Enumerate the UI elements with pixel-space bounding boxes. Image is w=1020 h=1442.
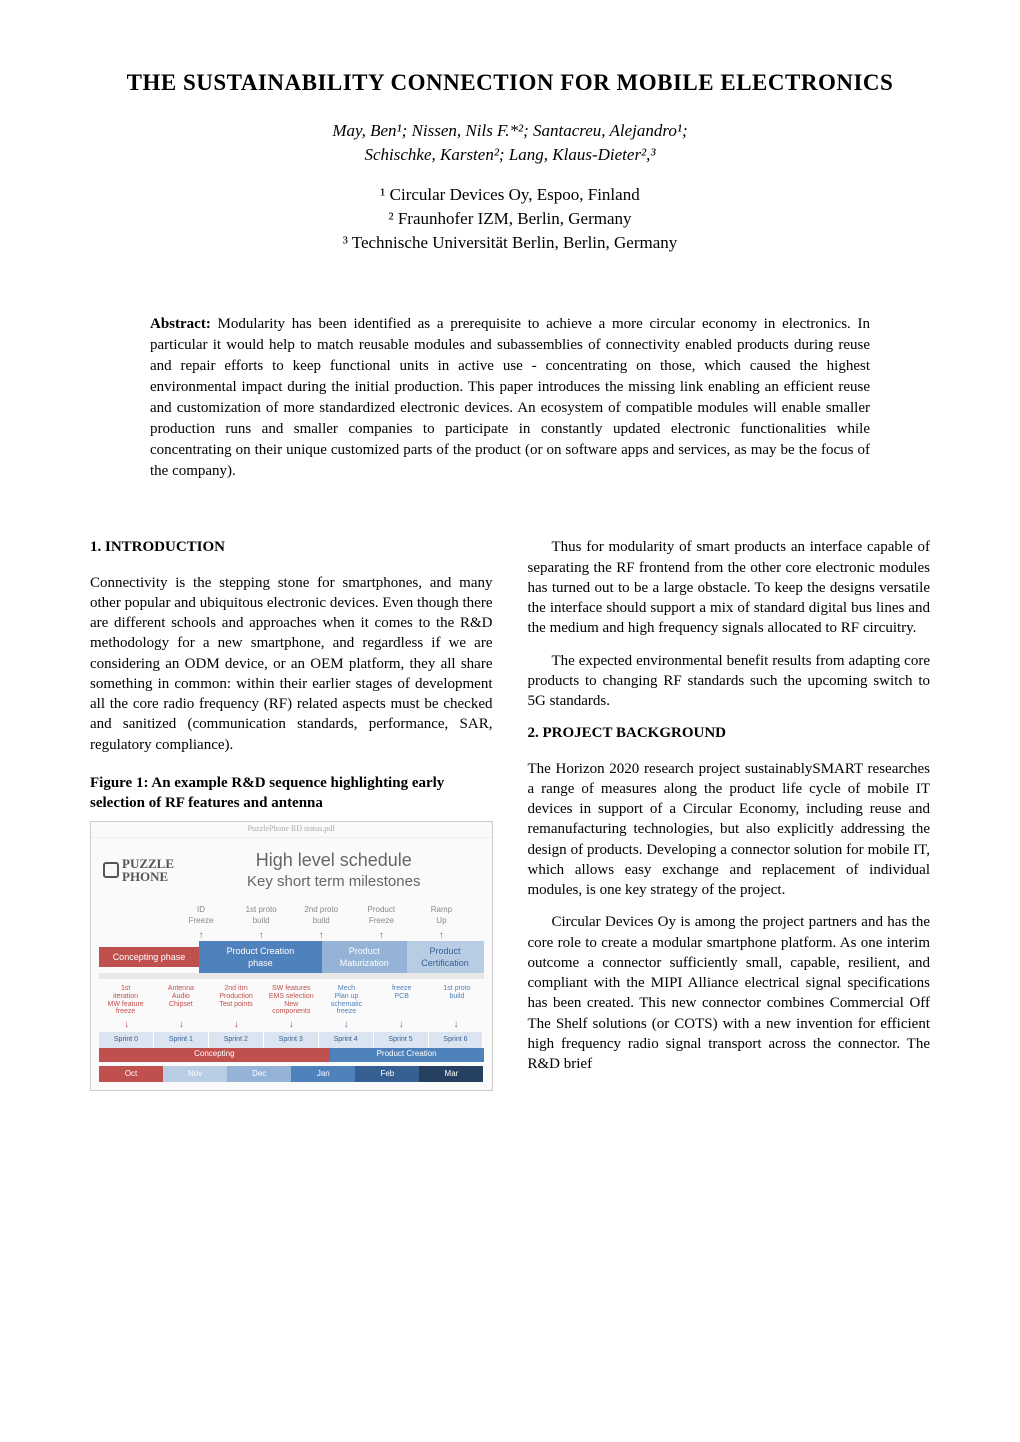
affiliation-1: ¹ Circular Devices Oy, Espoo, Finland [90, 183, 930, 207]
month: Jan [291, 1066, 355, 1083]
figure-title: High level schedule [188, 848, 479, 872]
arrow-icon: ↓ [154, 1018, 209, 1030]
arrow-icon: ↓ [99, 1018, 154, 1030]
figure-subtitle: Key short term milestones [188, 872, 479, 892]
two-column-body: 1. INTRODUCTION Connectivity is the step… [90, 537, 930, 1091]
detail-item: 2nd itrnProductionTest points [209, 985, 262, 1016]
figure-header: PUZZLE PHONE High level schedule Key sho… [91, 838, 492, 897]
arrow-icon: ↓ [209, 1018, 264, 1030]
abstract-text: Modularity has been identified as a prer… [150, 316, 870, 479]
month: Oct [99, 1066, 163, 1083]
arrow-icon: ↑ [411, 929, 471, 941]
sprint: Sprint 5 [374, 1032, 429, 1047]
milestone-arrows: ↑ ↑ ↑ ↑ ↑ [91, 929, 492, 941]
affiliation-3: ³ Technische Universität Berlin, Berlin,… [90, 231, 930, 255]
month: Mar [419, 1066, 483, 1083]
arrow-icon: ↓ [374, 1018, 429, 1030]
phase-bar: Concepting phase Product Creationphase P… [99, 943, 484, 971]
arrow-icon: ↑ [351, 929, 411, 941]
detail-labels: 1stiterationMW featurefreeze AntennaAudi… [91, 979, 492, 1018]
affiliations: ¹ Circular Devices Oy, Espoo, Finland ² … [90, 183, 930, 254]
section-1-heading: 1. INTRODUCTION [90, 537, 493, 557]
sprint-row: Sprint 0 Sprint 1 Sprint 2 Sprint 3 Spri… [99, 1032, 484, 1047]
concepting-segment: Concepting [99, 1048, 330, 1062]
month: Feb [355, 1066, 419, 1083]
detail-item: freezePCB [375, 985, 428, 1016]
sprint: Sprint 4 [319, 1032, 374, 1047]
authors-line-2: Schischke, Karsten²; Lang, Klaus-Dieter²… [90, 145, 930, 165]
milestone: 1st protobuild [231, 905, 291, 927]
lower-phase-bar: Concepting Product Creation [99, 1048, 484, 1062]
col2-paragraph-1: Thus for modularity of smart products an… [528, 537, 931, 638]
authors-line-1: May, Ben¹; Nissen, Nils F.*²; Santacreu,… [90, 121, 930, 141]
sprint: Sprint 1 [154, 1032, 209, 1047]
phase-creation: Product Creationphase [199, 941, 322, 973]
figure-topbar: PuzzlePhone RD status.pdf [91, 822, 492, 838]
milestones-row: IDFreeze 1st protobuild 2nd protobuild P… [91, 897, 492, 930]
left-column: 1. INTRODUCTION Connectivity is the step… [90, 537, 493, 1091]
abstract-label: Abstract: [150, 316, 211, 332]
arrow-icon: ↓ [319, 1018, 374, 1030]
detail-arrows: ↓ ↓ ↓ ↓ ↓ ↓ ↓ [91, 1018, 492, 1030]
col2-paragraph-2: The expected environmental benefit resul… [528, 651, 931, 712]
figure-1-caption: Figure 1: An example R&D sequence highli… [90, 773, 493, 814]
affiliation-2: ² Fraunhofer IZM, Berlin, Germany [90, 207, 930, 231]
paper-title: THE SUSTAINABILITY CONNECTION FOR MOBILE… [90, 70, 930, 96]
section-1-paragraph-1: Connectivity is the stepping stone for s… [90, 573, 493, 755]
milestone: IDFreeze [171, 905, 231, 927]
detail-item: 1stiterationMW featurefreeze [99, 985, 152, 1016]
section-2-paragraph-2: Circular Devices Oy is among the project… [528, 912, 931, 1074]
milestone: RampUp [411, 905, 471, 927]
section-2-heading: 2. PROJECT BACKGROUND [528, 723, 931, 743]
sprint: Sprint 0 [99, 1032, 154, 1047]
detail-item: 1st protobuild [430, 985, 483, 1016]
milestone: 2nd protobuild [291, 905, 351, 927]
phase-concepting: Concepting phase [99, 947, 199, 967]
month-row: Oct Nov Dec Jan Feb Mar [99, 1066, 484, 1083]
puzzlephone-logo: PUZZLE PHONE [103, 857, 174, 883]
arrow-icon: ↑ [171, 929, 231, 941]
phase-certification: ProductCertification [407, 941, 484, 973]
figure-1: PuzzlePhone RD status.pdf PUZZLE PHONE H… [90, 821, 493, 1091]
creation-segment: Product Creation [330, 1048, 484, 1062]
arrow-icon: ↑ [291, 929, 351, 941]
detail-item: MechPlan upschematicfreeze [320, 985, 373, 1016]
logo-icon [103, 862, 119, 878]
month: Nov [163, 1066, 227, 1083]
arrow-icon: ↓ [429, 1018, 484, 1030]
sprint: Sprint 6 [429, 1032, 484, 1047]
figure-title-block: High level schedule Key short term miles… [188, 848, 479, 893]
month: Dec [227, 1066, 291, 1083]
detail-item: SW featuresEMS selectionNewcomponents [265, 985, 318, 1016]
phase-maturization: ProductMaturization [322, 941, 407, 973]
sprint: Sprint 2 [209, 1032, 264, 1047]
arrow-icon: ↑ [231, 929, 291, 941]
sprint: Sprint 3 [264, 1032, 319, 1047]
detail-item: AntennaAudioChipset [154, 985, 207, 1016]
right-column: Thus for modularity of smart products an… [528, 537, 931, 1091]
section-2-paragraph-1: The Horizon 2020 research project sustai… [528, 759, 931, 901]
abstract: Abstract: Modularity has been identified… [150, 314, 870, 482]
milestone: ProductFreeze [351, 905, 411, 927]
arrow-icon: ↓ [264, 1018, 319, 1030]
